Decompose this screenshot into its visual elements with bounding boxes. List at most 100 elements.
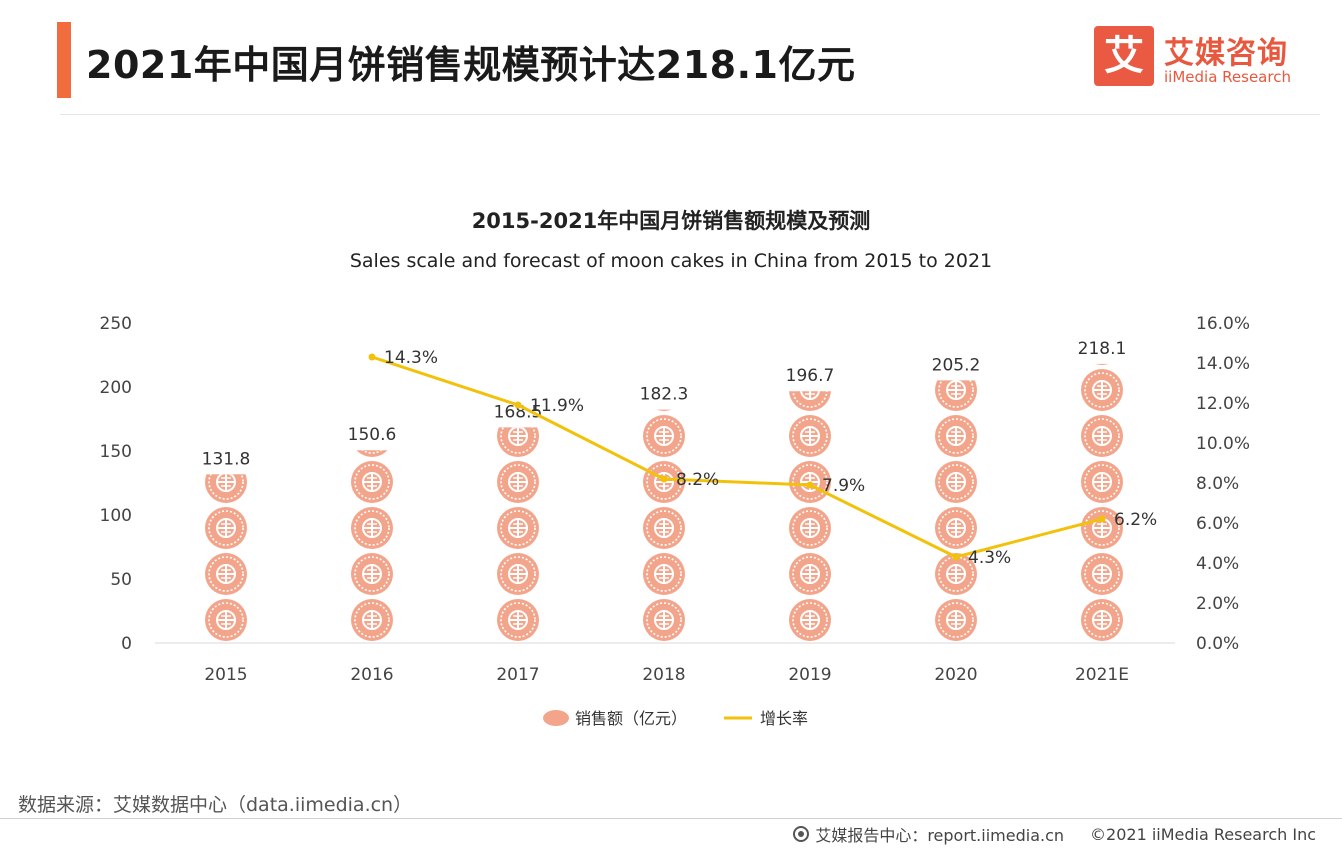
bar-value-label: 218.1 [1078, 339, 1127, 359]
growth-rate-label: 14.3% [384, 348, 438, 368]
page-title: 2021年中国月饼销售规模预计达218.1亿元 [86, 43, 856, 87]
mooncake-icon [789, 277, 831, 319]
growth-rate-label: 7.9% [822, 476, 865, 496]
x-axis-tick-label: 2015 [204, 665, 247, 685]
bar-icons [788, 277, 832, 642]
header-divider [60, 114, 1320, 115]
bar-icons [496, 427, 540, 642]
right-axis-tick-label: 8.0% [1196, 474, 1239, 494]
brand-logo: 艾 艾媒咨询 iiMedia Research [1094, 26, 1324, 90]
mooncake-icon [204, 598, 248, 642]
mooncake-icon [642, 506, 686, 550]
mooncake-icon [643, 277, 685, 319]
left-axis-tick-label: 50 [110, 570, 132, 590]
mooncake-icon [789, 323, 831, 365]
x-axis-tick-label: 2018 [642, 665, 685, 685]
mooncake-icon [350, 506, 394, 550]
title-accent-bar [57, 22, 71, 98]
x-axis-tick-label: 2016 [350, 665, 393, 685]
brand-name-cn: 艾媒咨询 [1164, 36, 1288, 71]
mooncake-icon [642, 598, 686, 642]
mooncake-icon [350, 598, 394, 642]
mooncake-icon [205, 369, 247, 411]
growth-rate-point [514, 401, 522, 409]
bar: 168.5 [494, 402, 543, 642]
bar-value-label: 205.2 [932, 355, 981, 375]
mooncake-icon [1081, 277, 1123, 319]
growth-rate-label: 8.2% [676, 470, 719, 490]
growth-rate-label: 11.9% [530, 396, 584, 416]
mooncake-icon [1080, 460, 1124, 504]
legend-sales-swatch [543, 710, 569, 726]
mooncake-icon [204, 506, 248, 550]
bar: 182.3 [640, 277, 689, 642]
growth-rate-point [1098, 515, 1106, 523]
mooncake-icon [643, 323, 685, 365]
bar: 131.8 [202, 369, 251, 642]
footer-divider [0, 818, 1342, 819]
mooncake-icon [1081, 231, 1123, 273]
right-axis-tick-label: 14.0% [1196, 354, 1250, 374]
right-axis-tick-label: 16.0% [1196, 314, 1250, 334]
x-axis-tick-label: 2020 [934, 665, 977, 685]
bar: 150.6 [348, 369, 397, 642]
brand-mark: 艾 [1094, 26, 1154, 86]
mooncake-icon [1080, 552, 1124, 596]
bar-value-label: 196.7 [786, 366, 835, 386]
bar-icons [1080, 231, 1124, 642]
chart-title: 2015-2021年中国月饼销售额规模及预测 [471, 209, 871, 233]
bar-value-label: 131.8 [202, 449, 251, 469]
bar-value-label: 150.6 [348, 425, 397, 445]
report-center-icon [793, 826, 810, 842]
bar: 196.7 [786, 277, 835, 642]
growth-rate-label: 6.2% [1114, 510, 1157, 530]
mooncake-icon [642, 414, 686, 458]
right-axis-tick-label: 10.0% [1196, 434, 1250, 454]
right-axis-tick-label: 0.0% [1196, 634, 1239, 654]
mooncake-icon [1080, 598, 1124, 642]
mooncake-icon [788, 414, 832, 458]
footer-copyright: ©2021 iiMedia Research Inc [1090, 824, 1316, 844]
footer-report-link[interactable]: 艾媒报告中心：report.iimedia.cn [815, 826, 1065, 845]
mooncake-icon [496, 598, 540, 642]
bar: 218.1 [1078, 231, 1127, 642]
legend-sales-label: 销售额（亿元） [575, 709, 687, 728]
brand-name-en: iiMedia Research [1164, 68, 1291, 86]
mooncake-icon [788, 598, 832, 642]
left-axis-tick-label: 200 [100, 378, 132, 398]
mooncake-icon [350, 460, 394, 504]
mooncake-icon [935, 277, 977, 319]
footer: 艾媒报告中心：report.iimedia.cn ©2021 iiMedia R… [793, 822, 1316, 846]
mooncake-icon [935, 231, 977, 273]
growth-rate-point [368, 353, 376, 361]
mooncake-icon [1080, 414, 1124, 458]
bar-value-label: 168.5 [494, 402, 543, 422]
right-axis-tick-label: 4.0% [1196, 554, 1239, 574]
mooncake-icon [934, 598, 978, 642]
mooncake-icon [934, 414, 978, 458]
growth-rate-line [371, 355, 1103, 559]
left-axis-tick-label: 250 [100, 314, 132, 334]
mooncake-icon [642, 552, 686, 596]
bar-icons [350, 369, 394, 642]
right-axis-tick-label: 6.0% [1196, 514, 1239, 534]
growth-rate-point [660, 475, 668, 483]
mooncake-icon [350, 552, 394, 596]
mooncake-icon [934, 460, 978, 504]
x-axis-tick-label: 2021E [1075, 665, 1129, 685]
mooncake-icon [788, 506, 832, 550]
mooncake-icon [351, 369, 393, 411]
bar-value-label: 182.3 [640, 385, 689, 405]
bar-icons [642, 277, 686, 642]
data-source-note: 数据来源：艾媒数据中心（data.iimedia.cn） [18, 794, 413, 816]
right-axis-tick-label: 12.0% [1196, 394, 1250, 414]
mooncake-icon [204, 552, 248, 596]
bar-icons [204, 369, 248, 642]
left-axis-tick-label: 150 [100, 442, 132, 462]
growth-rate-label: 4.3% [968, 548, 1011, 568]
mooncake-icon [496, 552, 540, 596]
mooncake-icon [496, 506, 540, 550]
bar: 205.2 [932, 231, 981, 642]
x-axis-tick-label: 2017 [496, 665, 539, 685]
